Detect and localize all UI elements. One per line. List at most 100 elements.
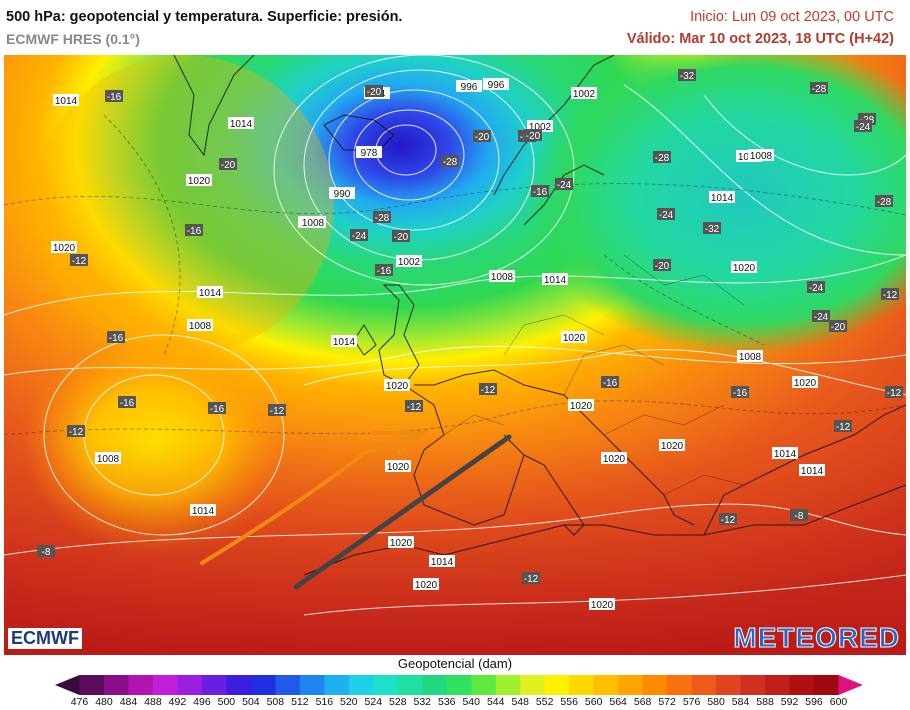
colorbar-tick-label: 520 [340,696,358,708]
colorbar-segment [226,675,252,695]
colorbar-tick-label: 484 [119,696,138,708]
svg-text:-12: -12 [883,290,898,301]
colorbar-segment [299,675,325,695]
svg-text:996: 996 [488,80,505,91]
valid-time: Válido: Mar 10 oct 2023, 18 UTC (H+42) [626,31,894,47]
svg-text:-8: -8 [42,547,51,558]
pressure-label: 1020 [413,578,439,591]
svg-text:-32: -32 [705,224,720,235]
colorbar-tick-label: 552 [535,696,554,708]
temperature-labels: -16-20-16-12-16-16-16-12-12-20-24-28-20-… [37,69,903,585]
svg-text:1014: 1014 [192,506,215,517]
colorbar-tick-label: 560 [584,696,603,708]
svg-text:1008: 1008 [189,321,212,332]
pressure-label: 1002 [396,255,422,268]
pressure-label: 1008 [300,216,326,229]
colorbar-tick-label: 524 [364,696,383,708]
svg-text:1020: 1020 [188,176,211,187]
meteored-logo: METEORED [733,622,900,654]
pressure-label: 996 [483,78,509,91]
temperature-label: -32 [703,222,721,235]
svg-text:1002: 1002 [398,257,421,268]
colorbar-segment [765,675,791,695]
colorbar-tick-label: 532 [413,696,432,708]
svg-text:-24: -24 [814,312,829,323]
svg-text:990: 990 [334,189,351,200]
colorbar-segment [593,675,619,695]
pressure-label: 1008 [748,149,774,162]
svg-text:-20: -20 [831,322,846,333]
svg-text:-16: -16 [109,333,124,344]
svg-text:1008: 1008 [739,352,762,363]
temperature-label: -28 [441,155,459,168]
temperature-label: -12 [719,513,737,526]
colorbar-tick-label: 548 [511,696,529,708]
pressure-label: 1014 [429,555,455,568]
svg-text:-16: -16 [603,378,618,389]
init-time: Inicio: Lun 09 oct 2023, 00 UTC [690,9,894,25]
colorbar-tick-label: 572 [658,696,676,708]
svg-text:-16: -16 [120,398,135,409]
svg-text:-28: -28 [655,153,670,164]
colorbar-segment [177,675,203,695]
colorbar-segment [373,675,399,695]
svg-text:1014: 1014 [431,557,454,568]
temperature-label: -8 [790,509,808,522]
colorbar-tick-label: 496 [193,696,211,708]
colorbar-tick-label: 592 [780,696,799,708]
colorbar-segment [544,675,570,695]
temperature-label: -20 [365,85,383,98]
colorbar-segment [348,675,374,695]
svg-text:-16: -16 [377,266,392,277]
colorbar-tick-label: 500 [217,696,236,708]
pressure-label: 1014 [190,504,216,517]
svg-text:-28: -28 [812,84,827,95]
pressure-label: 1008 [95,452,121,465]
svg-text:1020: 1020 [733,263,756,274]
pressure-label: 996 [456,80,482,93]
colorbar-segment [324,675,350,695]
svg-text:-16: -16 [210,404,225,415]
colorbar-min-arrow [55,675,80,695]
model-name: ECMWF HRES (0.1°) [6,31,140,47]
svg-text:-20: -20 [475,132,490,143]
legend-title: Geopotencial (dam) [397,656,513,671]
svg-text:1020: 1020 [53,243,76,254]
temperature-label: -20 [524,129,542,142]
colorbar-tick-label: 540 [462,696,480,708]
svg-text:-16: -16 [533,187,548,198]
temperature-label: -16 [731,386,749,399]
svg-text:-12: -12 [524,574,539,585]
colorbar-segment [103,675,129,695]
temperature-label: -24 [555,178,573,191]
trough-axis-line [293,434,512,590]
colorbar-tick-label: 512 [291,696,309,708]
colorbar-tick-label: 564 [609,696,627,708]
colorbar-tick-label: 536 [437,696,456,708]
svg-text:-24: -24 [557,180,572,191]
svg-text:-12: -12 [270,406,285,417]
pressure-label: 1002 [571,87,597,100]
temperature-label: -20 [829,320,847,333]
svg-text:1014: 1014 [333,337,356,348]
pressure-label: 1020 [561,331,587,344]
svg-text:-20: -20 [367,87,382,98]
svg-text:1014: 1014 [774,449,797,460]
temperature-label: -16 [208,402,226,415]
pressure-label: 1014 [709,191,735,204]
map-title: 500 hPa: geopotencial y temperatura. Sup… [6,9,403,25]
pressure-label: 1020 [186,174,212,187]
pressure-label: 1008 [489,270,515,283]
svg-text:1002: 1002 [573,89,596,100]
colorbar-max-arrow [838,675,863,695]
temperature-label: -24 [812,310,830,323]
svg-text:1020: 1020 [387,462,410,473]
colorbar-segment [250,675,276,695]
colorbar-segment [201,675,227,695]
svg-text:-12: -12 [887,388,902,399]
colorbar-segment [422,675,448,695]
colorbar-segment [79,675,105,695]
temperature-label: -16 [118,396,136,409]
pressure-label: 1020 [792,376,818,389]
colorbar-segment [569,675,595,695]
